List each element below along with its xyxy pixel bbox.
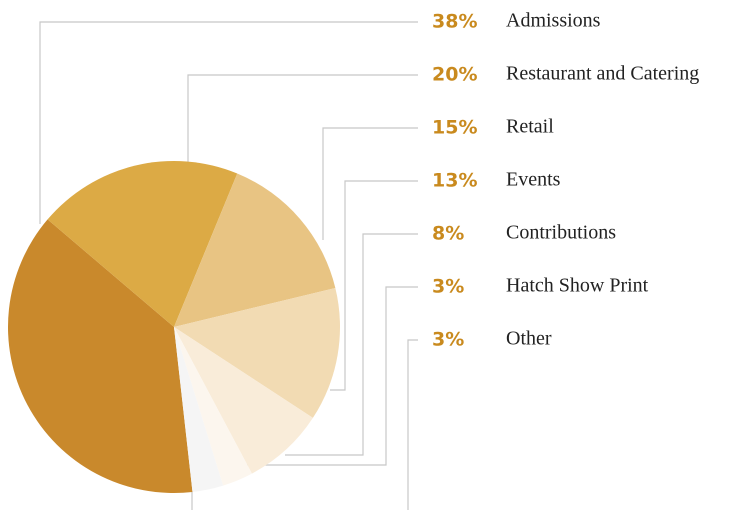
- value-label: 3%: [432, 276, 464, 298]
- pie-slice: [174, 287, 340, 418]
- legend-label: Contributions: [506, 222, 616, 244]
- pie-slice: [174, 327, 313, 474]
- legend-label: Other: [506, 328, 552, 350]
- pie-slice: [174, 173, 336, 327]
- pie-slice: [174, 327, 252, 486]
- leader-line: [39, 21, 418, 224]
- leader-line: [285, 233, 418, 456]
- value-label: 8%: [432, 223, 464, 245]
- value-label: 15%: [432, 117, 477, 139]
- leader-line: [187, 74, 418, 162]
- pie-slice: [47, 161, 238, 327]
- legend-label: Admissions: [506, 10, 601, 32]
- pie-slice: [174, 327, 224, 492]
- value-label: 13%: [432, 170, 477, 192]
- legend-label: Hatch Show Print: [506, 275, 649, 297]
- legend-label: Retail: [506, 116, 554, 138]
- leader-line: [330, 180, 418, 391]
- legend-label: Events: [506, 169, 561, 191]
- leader-line: [407, 339, 418, 510]
- legend-label: Restaurant and Catering: [506, 63, 699, 85]
- value-label: 3%: [432, 329, 464, 351]
- leader-line: [322, 127, 418, 240]
- pie-slice: [7, 219, 193, 493]
- value-label: 20%: [432, 64, 477, 86]
- value-label: 38%: [432, 11, 477, 33]
